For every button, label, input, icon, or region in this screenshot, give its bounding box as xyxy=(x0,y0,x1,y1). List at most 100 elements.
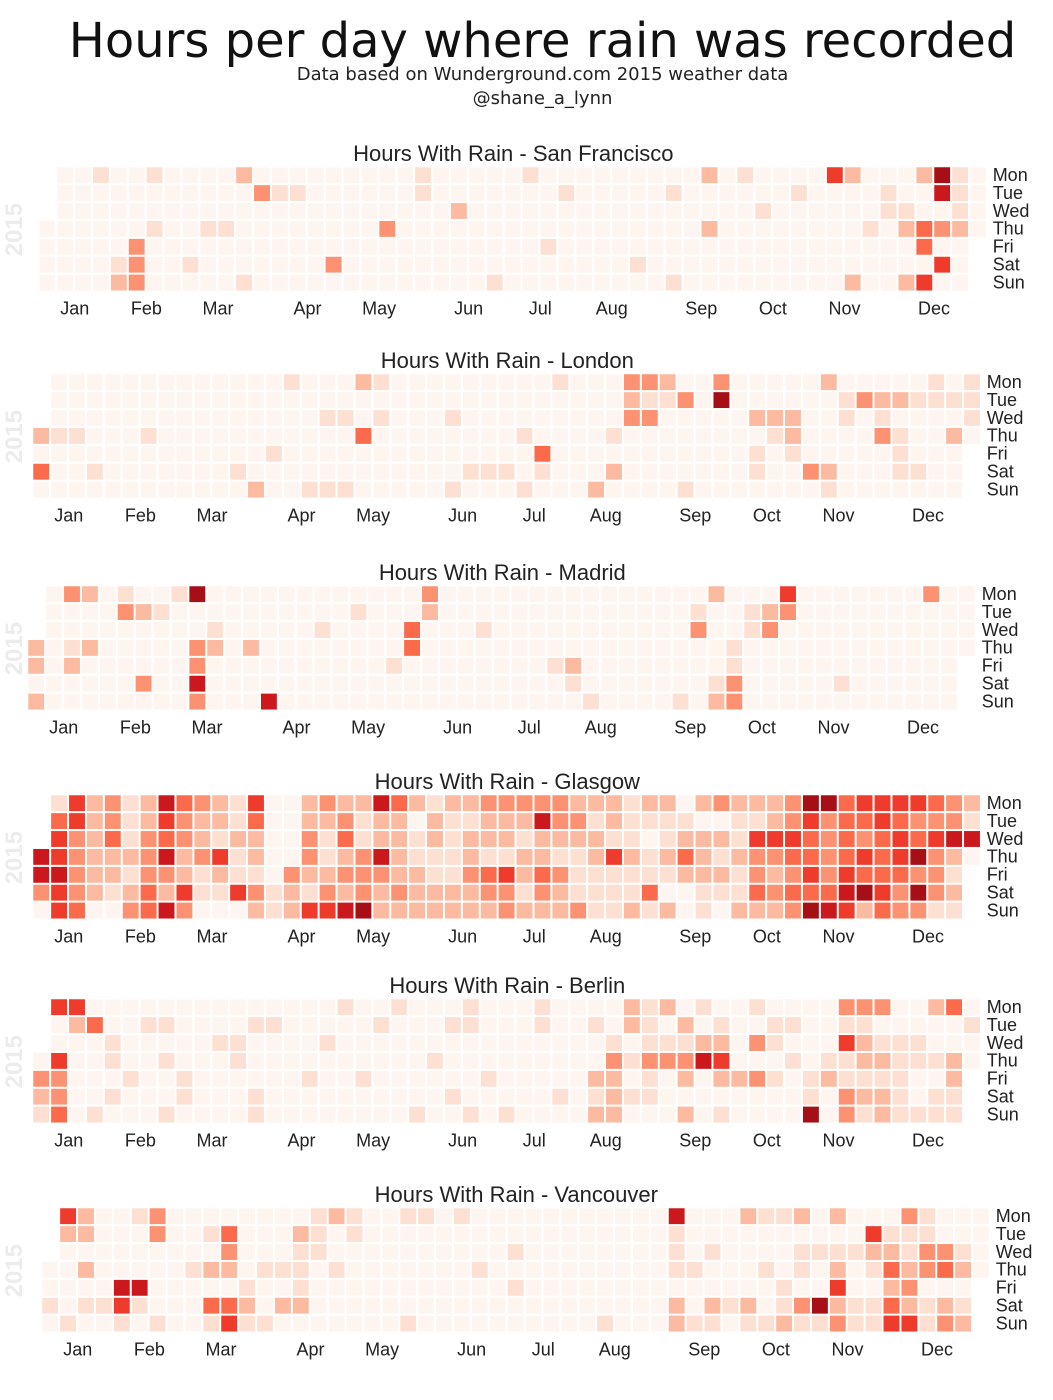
heatmap-cell xyxy=(712,373,730,391)
heatmap-cell xyxy=(757,1297,775,1315)
heatmap-cell xyxy=(50,998,68,1016)
heatmap-cell xyxy=(426,409,444,427)
heatmap-cell xyxy=(122,427,140,445)
heatmap-cell xyxy=(220,1207,238,1225)
heatmap-cell xyxy=(188,639,206,657)
heatmap-cell xyxy=(551,1088,569,1106)
heatmap-cell xyxy=(820,427,838,445)
heatmap-cell xyxy=(301,812,319,830)
heatmap-cell xyxy=(68,884,86,902)
heatmap-cell xyxy=(641,1070,659,1088)
heatmap-cell xyxy=(511,693,528,711)
heatmap-cell xyxy=(153,603,170,621)
heatmap-cell xyxy=(802,481,820,499)
heatmap-cell xyxy=(435,1207,453,1225)
heatmap-cell xyxy=(918,1243,936,1261)
heatmap-cell xyxy=(265,998,283,1016)
heatmap-cell xyxy=(712,794,730,812)
heatmap-cell xyxy=(945,1016,963,1034)
heatmap-cell xyxy=(68,848,86,866)
heatmap-cell xyxy=(900,1297,918,1315)
heatmap-cell xyxy=(265,812,283,830)
heatmap-cell xyxy=(704,1315,721,1333)
heatmap-cell xyxy=(784,373,802,391)
heatmap-cell xyxy=(504,238,522,256)
heatmap-cell xyxy=(736,256,754,274)
heatmap-cell xyxy=(963,409,981,427)
heatmap-cell xyxy=(802,1070,820,1088)
heatmap-cell xyxy=(92,202,110,220)
heatmap-cell xyxy=(408,812,426,830)
heatmap-cell xyxy=(582,585,600,603)
heatmap-cell xyxy=(551,830,569,848)
heatmap-cell xyxy=(766,427,784,445)
heatmap-cell xyxy=(623,848,641,866)
heatmap-cell xyxy=(972,1225,990,1243)
heatmap-cell xyxy=(528,657,546,675)
heatmap-cell xyxy=(909,848,927,866)
heatmap-cell xyxy=(623,812,641,830)
heatmap-cell xyxy=(600,603,618,621)
heatmap-cell xyxy=(623,1070,641,1088)
heatmap-cell xyxy=(229,1106,247,1124)
heatmap-cell xyxy=(533,1106,551,1124)
heatmap-cell xyxy=(915,166,933,184)
heatmap-cell xyxy=(378,238,396,256)
heatmap-cell xyxy=(242,639,260,657)
heatmap-cell xyxy=(363,1297,381,1315)
heatmap-cell xyxy=(117,603,135,621)
heatmap-cell xyxy=(122,373,140,391)
heatmap-cell xyxy=(319,463,337,481)
heatmap-cell xyxy=(504,202,522,220)
heatmap-cell xyxy=(632,1261,650,1279)
heatmap-cell xyxy=(247,830,265,848)
heatmap-cell xyxy=(704,1207,721,1225)
heatmap-cell xyxy=(712,391,730,409)
heatmap-cell xyxy=(301,830,319,848)
heatmap-cell xyxy=(862,220,880,238)
heatmap-cell xyxy=(175,391,193,409)
heatmap-cell xyxy=(856,794,874,812)
heatmap-cell xyxy=(59,1243,77,1261)
heatmap-cell xyxy=(128,256,146,274)
heatmap-cell xyxy=(963,794,981,812)
heatmap-cell xyxy=(736,238,754,256)
heatmap-cell xyxy=(641,1034,659,1052)
heatmap-cell xyxy=(390,830,408,848)
heatmap-cell xyxy=(838,848,856,866)
heatmap-cell xyxy=(247,1106,265,1124)
heatmap-cell xyxy=(757,1261,775,1279)
heatmap-cell xyxy=(820,373,838,391)
heatmap-cell xyxy=(820,1070,838,1088)
heatmap-cell xyxy=(117,675,135,693)
heatmap-cell xyxy=(153,675,170,693)
heatmap-cell xyxy=(811,1207,829,1225)
heatmap-cell xyxy=(951,256,969,274)
heatmap-cell xyxy=(909,1052,927,1070)
heatmap-cell xyxy=(927,391,945,409)
heatmap-cell xyxy=(337,794,354,812)
heatmap-cell xyxy=(927,812,945,830)
heatmap-cell xyxy=(68,1034,86,1052)
heatmap-cell xyxy=(390,1106,408,1124)
heatmap-cell xyxy=(641,830,659,848)
heatmap-cell xyxy=(170,675,188,693)
heatmap-cell xyxy=(426,884,444,902)
weekday-label: Tue xyxy=(993,183,1023,203)
heatmap-cell xyxy=(426,481,444,499)
heatmap-cell xyxy=(220,1297,238,1315)
heatmap-cell xyxy=(332,675,349,693)
heatmap-cell xyxy=(363,1225,381,1243)
heatmap-cell xyxy=(332,621,349,639)
heatmap-cell xyxy=(936,1279,954,1297)
heatmap-cell xyxy=(528,585,546,603)
heatmap-cell xyxy=(426,1088,444,1106)
heatmap-cell xyxy=(378,274,396,292)
heatmap-cell xyxy=(408,1106,426,1124)
heatmap-cell xyxy=(450,202,468,220)
heatmap-cell xyxy=(874,1016,891,1034)
heatmap-cell xyxy=(184,1279,202,1297)
heatmap-cell xyxy=(718,166,736,184)
heatmap-cell xyxy=(498,1088,516,1106)
heatmap-cell xyxy=(826,256,844,274)
